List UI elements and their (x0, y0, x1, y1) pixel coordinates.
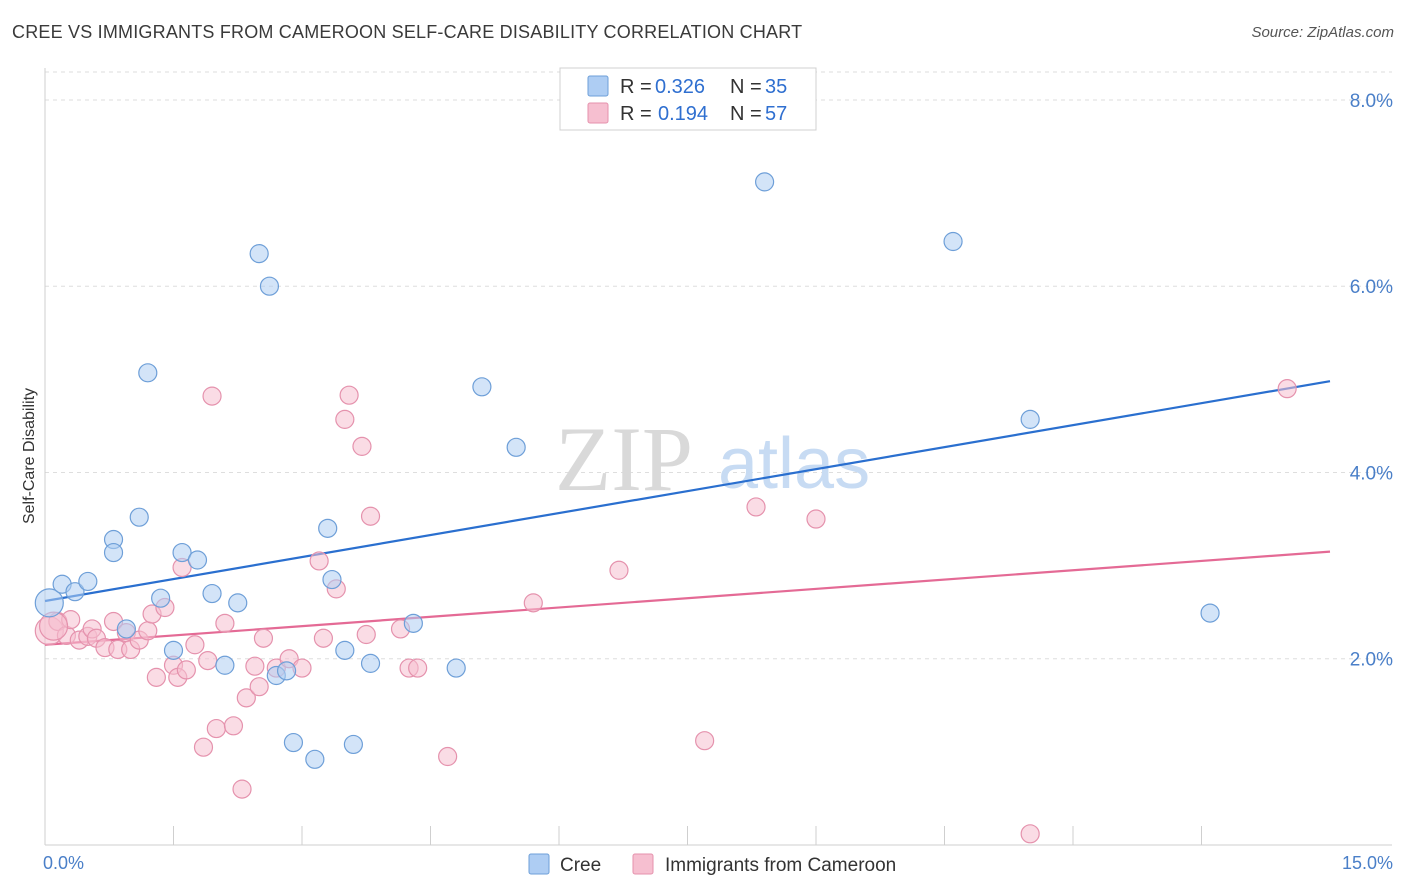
point-cree (305, 749, 325, 769)
point-cree (506, 437, 526, 457)
point-cree (472, 377, 492, 397)
y-tick-label: 8.0% (1350, 91, 1393, 112)
legend-r-value-cree: 0.326 (655, 76, 705, 98)
point-cameroon (253, 628, 274, 648)
point-cameroon (202, 386, 222, 406)
y-tick-label: 2.0% (1350, 650, 1393, 671)
point-cree (259, 276, 280, 296)
point-cree (343, 734, 363, 755)
point-cameroon (746, 497, 766, 517)
point-cameroon (232, 779, 252, 799)
chart-title: CREE VS IMMIGRANTS FROM CAMEROON SELF-CA… (12, 22, 803, 42)
trend-lines (44, 380, 1331, 646)
legend-swatch-cree (587, 75, 609, 97)
point-cameroon (1277, 379, 1297, 399)
legend-r-label-cree: R = (620, 76, 652, 98)
axes (44, 68, 1392, 846)
point-cree (228, 593, 248, 613)
legend-bottom-swatch-cree (528, 853, 550, 875)
point-cree (103, 542, 124, 563)
point-cree (318, 518, 338, 538)
legend-n-value-cameroon: 57 (765, 103, 787, 125)
legend-n-label-cree: N = (730, 76, 762, 98)
point-cree (446, 658, 466, 678)
point-cree (754, 172, 775, 192)
legend-bottom-label-cree: Cree (560, 855, 601, 876)
point-cameroon (339, 385, 359, 405)
point-cree (249, 244, 269, 264)
point-cree (163, 640, 184, 660)
point-cameroon (176, 660, 196, 680)
legend-bottom: Cree Immigrants from Cameroon (528, 853, 896, 876)
legend-r-value-cameroon: 0.194 (658, 103, 708, 125)
point-cameroon (245, 656, 265, 676)
point-cree (943, 231, 963, 252)
point-cameroon (352, 436, 372, 456)
point-cameroon (360, 506, 381, 526)
point-cree (283, 732, 304, 753)
point-cree (129, 507, 149, 527)
point-cameroon (438, 746, 458, 767)
trend-line-cree (44, 380, 1331, 603)
point-cree (202, 583, 222, 604)
point-cree (1200, 603, 1220, 623)
legend-swatch-cameroon (587, 102, 609, 124)
point-cree (187, 550, 208, 570)
point-cameroon (408, 658, 428, 678)
point-cameroon (138, 621, 158, 641)
point-cameroon (236, 688, 256, 708)
legend-n-value-cree: 35 (765, 76, 787, 98)
tick-labels: 2.0% 4.0% 6.0% 8.0% 0.0% 15.0% (43, 91, 1393, 873)
point-cameroon (335, 409, 355, 429)
point-cree (116, 619, 136, 639)
point-cameroon (695, 731, 715, 751)
point-cameroon (146, 667, 166, 687)
point-cameroon (215, 613, 235, 633)
point-cameroon (249, 677, 269, 697)
point-cameroon (198, 650, 218, 671)
point-cameroon (206, 718, 226, 739)
y-tick-label: 4.0% (1350, 463, 1393, 484)
point-cree (172, 542, 192, 563)
point-cree (335, 640, 355, 660)
data-points (34, 172, 1297, 844)
legend-bottom-swatch-cameroon (632, 853, 654, 875)
point-cree (276, 661, 297, 681)
legend-r-label-cameroon: R = (620, 103, 652, 125)
point-cameroon (185, 635, 205, 655)
point-cree (34, 588, 64, 618)
point-cameroon (806, 509, 826, 529)
legend-bottom-label-cameroon: Immigrants from Cameroon (665, 855, 896, 876)
point-cameroon (356, 624, 376, 645)
point-cree (65, 582, 85, 602)
x-tick-label: 0.0% (43, 853, 84, 873)
legend-top: R = 0.326 N = 35 R = 0.194 N = 57 (559, 67, 817, 131)
point-cree (403, 613, 423, 633)
x-tick-label: 15.0% (1342, 853, 1393, 873)
point-cameroon (609, 560, 629, 580)
source-attribution: Source: ZipAtlas.com (1251, 24, 1394, 41)
y-tick-label: 6.0% (1350, 277, 1393, 298)
point-cree (151, 588, 171, 608)
gridlines (45, 71, 1392, 660)
legend-n-label-cameroon: N = (730, 103, 762, 125)
point-cree (215, 655, 235, 675)
point-cameroon (309, 551, 329, 571)
point-cree (322, 569, 342, 590)
point-cameroon (313, 628, 334, 648)
y-axis-label: Self-Care Disability (21, 388, 38, 524)
point-cameroon (193, 737, 214, 757)
point-cree (78, 571, 98, 592)
point-cameroon (1020, 824, 1040, 844)
point-cameroon (523, 593, 543, 613)
point-cree (1020, 409, 1040, 429)
point-cree (138, 363, 158, 383)
trend-line-cameroon (44, 550, 1331, 646)
point-cree (360, 653, 381, 673)
point-cameroon (223, 716, 244, 736)
